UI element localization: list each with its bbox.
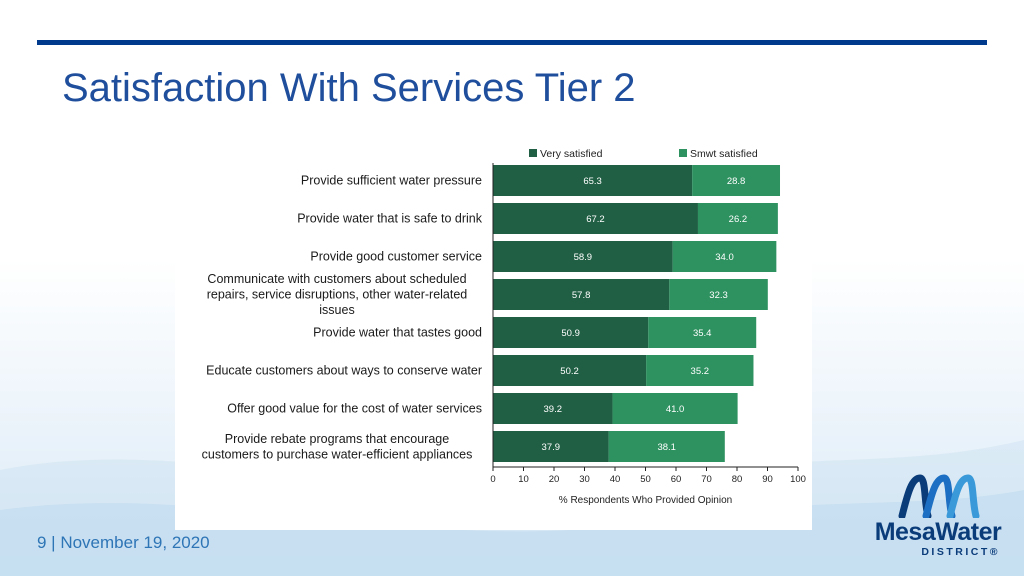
x-tick-label: 80 — [732, 474, 743, 485]
data-label: 28.8 — [727, 176, 746, 187]
bar-segment — [493, 355, 647, 386]
bar-segment — [692, 165, 781, 196]
slide-footer: 9 | November 19, 2020 — [37, 533, 210, 552]
logo-subtext: DISTRICT® — [921, 546, 1000, 558]
bar-segment — [669, 279, 768, 310]
x-tick-label: 40 — [610, 474, 621, 485]
data-label: 57.8 — [572, 290, 591, 301]
x-tick-label: 70 — [701, 474, 712, 485]
bar-segment — [608, 431, 725, 462]
data-label: 26.2 — [729, 214, 748, 225]
x-tick-label: 90 — [762, 474, 773, 485]
bar-segment — [646, 355, 754, 386]
category-label: Provide water that is safe to drink — [297, 212, 483, 226]
bar-segment — [493, 241, 673, 272]
data-label: 34.0 — [715, 252, 734, 263]
x-tick-label: 0 — [490, 474, 495, 485]
data-label: 35.2 — [691, 366, 710, 377]
legend-swatch — [529, 149, 537, 157]
data-label: 39.2 — [544, 404, 563, 415]
bar-segment — [612, 393, 738, 424]
data-label: 65.3 — [583, 176, 602, 187]
legend-label: Smwt satisfied — [690, 148, 758, 160]
bar-segment — [493, 203, 698, 234]
category-label: repairs, service disruptions, other wate… — [207, 288, 468, 302]
category-label: Educate customers about ways to conserve… — [206, 364, 482, 378]
x-tick-label: 30 — [579, 474, 590, 485]
category-label: Communicate with customers about schedul… — [207, 272, 466, 286]
data-label: 37.9 — [542, 442, 561, 453]
top-rule — [37, 40, 987, 45]
bar-segment — [493, 393, 613, 424]
bar-segment — [493, 431, 609, 462]
x-tick-label: 20 — [549, 474, 560, 485]
data-label: 58.9 — [574, 252, 593, 263]
category-label: Provide sufficient water pressure — [301, 174, 482, 188]
bar-segment — [493, 317, 649, 348]
bar-segment — [697, 203, 778, 234]
chart-panel: Very satisfied Smwt satisfied 65.3 28.8 Prov… — [175, 124, 812, 530]
category-label: Provide rebate programs that encourage — [225, 432, 449, 446]
data-label: 50.2 — [560, 366, 579, 377]
category-label: customers to purchase water-efficient ap… — [202, 447, 473, 461]
data-label: 32.3 — [709, 290, 728, 301]
category-label: Offer good value for the cost of water s… — [227, 402, 482, 416]
data-label: 50.9 — [561, 328, 580, 339]
legend-label: Very satisfied — [540, 148, 603, 160]
x-tick-label: 100 — [790, 474, 806, 485]
data-label: 67.2 — [586, 214, 605, 225]
x-tick-label: 10 — [518, 474, 529, 485]
category-label: issues — [319, 303, 354, 317]
legend-swatch — [679, 149, 687, 157]
bar-segment — [493, 279, 670, 310]
slide-title: Satisfaction With Services Tier 2 — [62, 66, 636, 110]
data-label: 35.4 — [693, 328, 712, 339]
x-tick-label: 50 — [640, 474, 651, 485]
x-tick-label: 60 — [671, 474, 682, 485]
category-label: Provide good customer service — [310, 250, 482, 264]
x-axis-title: % Respondents Who Provided Opinion — [559, 495, 732, 506]
stacked-bar-chart: Very satisfied Smwt satisfied 65.3 28.8 Prov… — [202, 148, 806, 506]
data-label: 38.1 — [657, 442, 676, 453]
logo-wordmark: MesaWater — [874, 518, 1002, 546]
mesa-water-logo: MesaWater DISTRICT® — [868, 472, 1008, 562]
logo-wave-icon — [898, 474, 980, 520]
bar-segment — [648, 317, 757, 348]
bar-segment — [672, 241, 777, 272]
category-label: Provide water that tastes good — [313, 326, 482, 340]
bar-segment — [493, 165, 693, 196]
data-label: 41.0 — [666, 404, 685, 415]
